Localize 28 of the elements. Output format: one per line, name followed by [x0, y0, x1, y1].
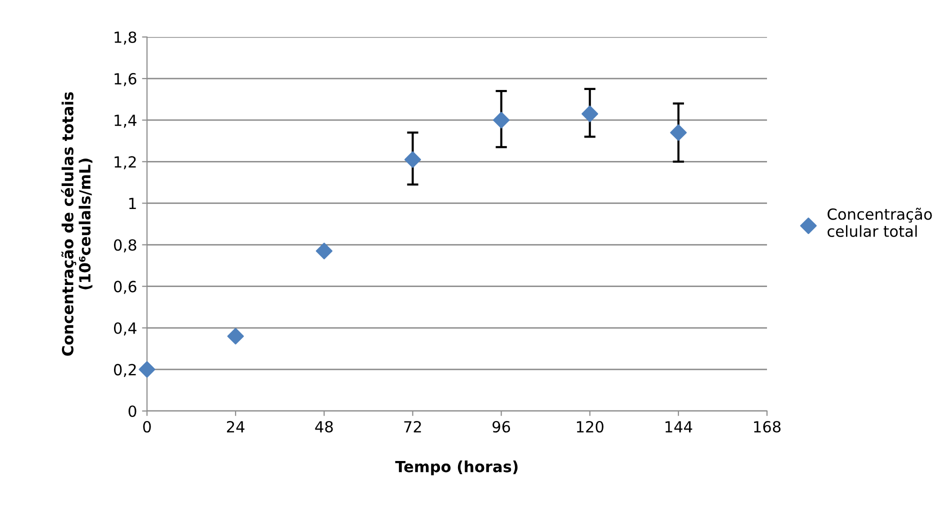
- point: [404, 151, 422, 168]
- x-axis-title: Tempo (horas): [395, 460, 518, 476]
- point: [670, 124, 687, 141]
- y-tick-label: 0: [128, 405, 136, 418]
- x-tick-label: 144: [666, 421, 692, 432]
- y-tick-label: 1: [129, 198, 136, 210]
- x-tick-label: 96: [492, 420, 510, 433]
- x-tick-label: 72: [404, 420, 421, 432]
- x-tick-label: 0: [143, 420, 151, 433]
- y-tick-label: 1,2: [114, 156, 136, 170]
- y-tick-label: 1,8: [114, 31, 136, 45]
- x-tick-label: 48: [315, 420, 333, 433]
- y-tick-label: 1,6: [114, 73, 136, 86]
- legend-label: Concentração celular total: [828, 208, 932, 237]
- x-tick-label: 120: [576, 420, 604, 433]
- y-tick-label: 0,4: [114, 322, 136, 336]
- y-tick-label: 0,2: [114, 364, 136, 378]
- point: [582, 106, 598, 122]
- point: [227, 328, 244, 344]
- point: [138, 361, 156, 378]
- y-tick-label: 1,4: [114, 114, 136, 128]
- y-axis-title: Concentração de células totais (10⁶ceulals/mL): [61, 92, 92, 356]
- x-tick-label: 24: [226, 420, 244, 432]
- point: [492, 112, 510, 128]
- y-tick-label: 0,8: [114, 239, 136, 252]
- y-tick-label: 0,6: [114, 280, 136, 294]
- point: [316, 242, 332, 260]
- x-tick-label: 168: [754, 420, 781, 433]
